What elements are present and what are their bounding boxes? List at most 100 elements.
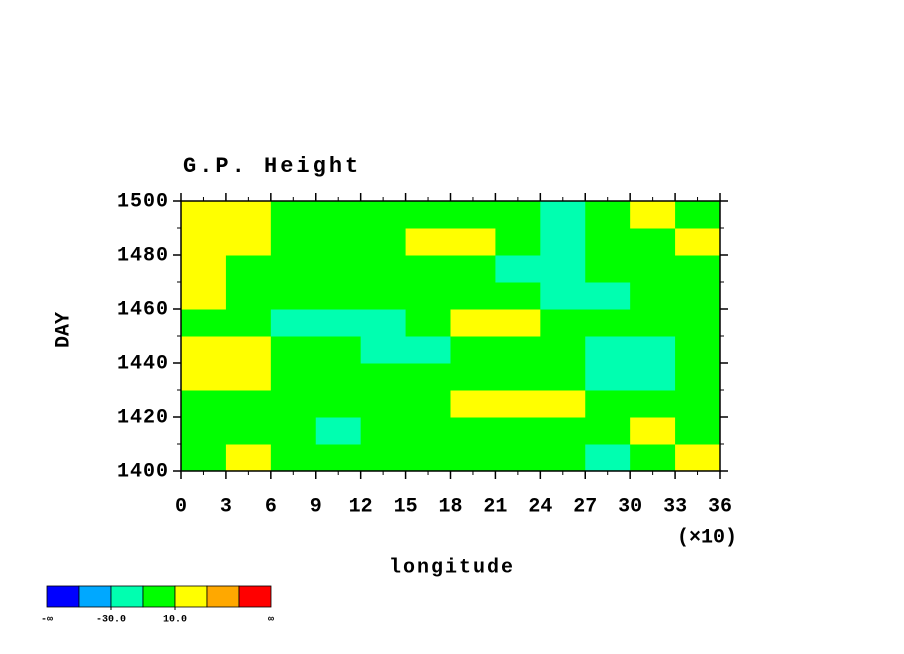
field-cell xyxy=(675,444,721,472)
field-cell xyxy=(360,309,407,337)
field-cell xyxy=(405,417,451,445)
colorbar-swatch xyxy=(238,585,272,608)
field-cell xyxy=(495,336,541,364)
field-cell xyxy=(405,201,451,229)
field-cell xyxy=(585,282,631,310)
field-cell xyxy=(495,417,541,445)
field-cell xyxy=(540,390,586,418)
field-cell xyxy=(181,363,227,391)
colorbar-swatch xyxy=(110,585,144,608)
field-cell xyxy=(630,363,676,391)
y-tick-label: 1440 xyxy=(117,352,169,375)
field-cell xyxy=(675,363,721,391)
field-cell xyxy=(225,363,272,391)
field-cell xyxy=(585,201,631,229)
field-cell xyxy=(495,228,541,256)
field-cell xyxy=(585,255,631,283)
colorbar-label: ∞ xyxy=(268,615,274,626)
field-cell xyxy=(315,201,362,229)
x-tick-label: 0 xyxy=(175,495,187,518)
field-cell xyxy=(181,309,227,337)
x-multiplier: (×10) xyxy=(677,526,737,549)
field-cell xyxy=(450,228,496,256)
colorbar-label: 10.0 xyxy=(163,615,187,626)
field-cell xyxy=(405,444,451,472)
field-cell xyxy=(360,282,407,310)
colorbar-swatch xyxy=(46,585,80,608)
colorbar-label: -∞ xyxy=(41,615,53,626)
field-cell xyxy=(675,255,721,283)
field-cell xyxy=(181,255,227,283)
field-cell xyxy=(675,228,721,256)
field-cell xyxy=(540,417,586,445)
field-cell xyxy=(495,255,541,283)
field-cell xyxy=(675,201,721,229)
field-cell xyxy=(225,228,272,256)
field-cell xyxy=(405,336,451,364)
field-cell xyxy=(405,390,451,418)
x-tick-label: 18 xyxy=(438,495,462,518)
field-cell xyxy=(270,444,317,472)
x-tick-label: 12 xyxy=(349,495,373,518)
field-cell xyxy=(630,309,676,337)
field-cell xyxy=(225,255,272,283)
x-tick-label: 6 xyxy=(265,495,277,518)
field-cell xyxy=(585,363,631,391)
field-cell xyxy=(270,255,317,283)
field-cell xyxy=(630,417,676,445)
field-cell xyxy=(181,417,227,445)
field-cell xyxy=(540,363,586,391)
y-tick-label: 1500 xyxy=(117,190,169,213)
field-cell xyxy=(585,309,631,337)
field-cell xyxy=(315,336,362,364)
field-cell xyxy=(630,444,676,472)
field-cell xyxy=(360,417,407,445)
field-cell xyxy=(315,255,362,283)
field-cell xyxy=(675,390,721,418)
x-tick-label: 9 xyxy=(310,495,322,518)
field-cell xyxy=(270,336,317,364)
field-cell xyxy=(630,255,676,283)
field-cell xyxy=(360,336,407,364)
colorbar-swatch xyxy=(174,585,208,608)
field-cell xyxy=(315,390,362,418)
colorbar-label: -30.0 xyxy=(96,615,126,626)
field-cell xyxy=(405,363,451,391)
field-cell xyxy=(225,309,272,337)
field-cell xyxy=(360,201,407,229)
field-cell xyxy=(315,444,362,472)
field-cell xyxy=(225,282,272,310)
field-cell xyxy=(450,201,496,229)
field-cell xyxy=(450,390,496,418)
field-cell xyxy=(360,228,407,256)
field-cell xyxy=(270,309,317,337)
field-cell xyxy=(405,228,451,256)
field-cell xyxy=(495,282,541,310)
x-axis-label: longitude xyxy=(389,556,515,579)
colorbar-swatch xyxy=(206,585,240,608)
field-cell xyxy=(225,444,272,472)
field-cell xyxy=(225,336,272,364)
field-cell xyxy=(181,228,227,256)
field-cell xyxy=(270,363,317,391)
field-cell xyxy=(450,282,496,310)
x-tick-label: 15 xyxy=(394,495,418,518)
field-cell xyxy=(540,444,586,472)
colorbar-swatch xyxy=(78,585,112,608)
field-cell xyxy=(360,363,407,391)
field-cell xyxy=(225,201,272,229)
y-tick-label: 1480 xyxy=(117,244,169,267)
field-cell xyxy=(360,255,407,283)
field-cell xyxy=(630,228,676,256)
field-cell xyxy=(315,282,362,310)
field-cell xyxy=(585,228,631,256)
field-cell xyxy=(181,390,227,418)
field-cell xyxy=(675,282,721,310)
chart-title: G.P. Height xyxy=(183,154,361,179)
field-cell xyxy=(405,255,451,283)
field-cell xyxy=(181,336,227,364)
y-axis-label: DAY xyxy=(52,312,75,348)
field-cell xyxy=(450,336,496,364)
field-cell xyxy=(450,255,496,283)
field-cell xyxy=(495,444,541,472)
